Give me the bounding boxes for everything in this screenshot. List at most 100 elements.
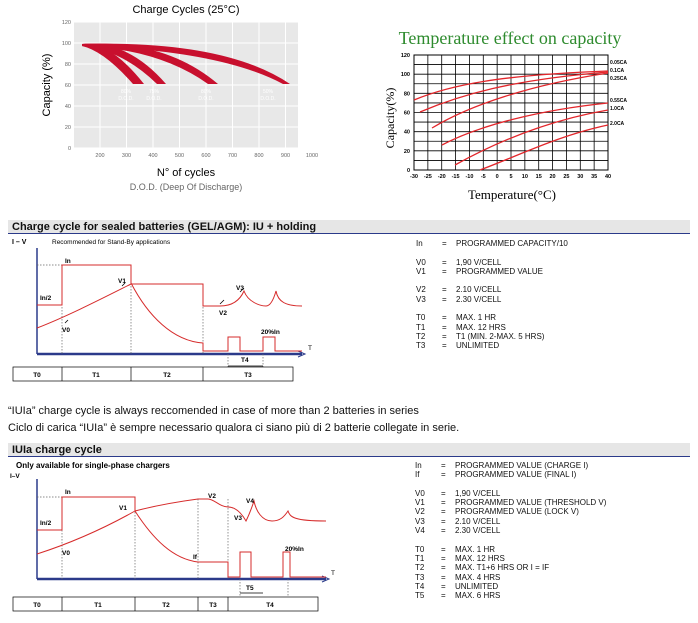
cc-band-label: 50% [263,89,274,95]
charge-cycles-xlabel-sub: D.O.D. (Deep Of Discharge) [130,182,243,192]
legend-eq [442,248,456,257]
legend-eq [442,276,456,285]
legend-row [415,535,606,544]
cc-band-label: 75% [149,89,160,95]
s1-phase-t2: T2 [163,372,171,379]
cc-xtick: 800 [254,153,263,159]
s2-voltage-curve [36,510,136,555]
s2-label-pct: 20%In [285,546,304,553]
tc-series-label: 2.0CA [610,121,625,127]
s2-phase-t2: T2 [162,602,170,609]
legend-key: V0 [415,488,425,498]
legend-eq: = [442,257,447,267]
s1-guides [37,264,264,372]
legend-row: V2 = 2.10 V/CELL [416,285,568,294]
s2-label-v2: V2 [208,493,216,500]
charge-cycles-chart: Charge Cycles (25°C) Capacity (%) 120 100… [41,4,318,192]
s1-label-t: T [308,345,312,352]
legend-row: V0 = 1,90 V/CELL [416,258,568,267]
legend-eq: = [441,526,446,536]
tc-xtick: 0 [496,174,499,180]
legend-value: MAX. 4 HRS [455,572,501,582]
tc-ytick: 120 [401,53,410,59]
charge-cycles-ylabel: Capacity (%) [41,54,53,117]
legend-eq: = [441,488,446,498]
legend-value: PROGRAMMED CAPACITY/10 [456,239,568,248]
legend-eq: = [442,239,447,248]
legend-eq: = [442,266,447,276]
cc-band-label: 80% [121,89,132,95]
legend-row [416,276,568,285]
tc-xtick: 15 [536,174,542,180]
s2-label-v1: V1 [119,505,127,512]
legend-key: V2 [415,507,425,517]
legend-row: V1 = PROGRAMMED VALUE [416,267,568,276]
legend-value: 1,90 V/CELL [455,488,501,498]
legend-eq: = [441,507,446,517]
legend-key: V2 [416,285,426,295]
tc-ytick: 100 [401,72,410,78]
s1-label-v0: V0 [62,327,70,334]
legend-value: 2.30 V/CELL [455,526,501,536]
legend-row: V2 = PROGRAMMED VALUE (LOCK V) [415,507,606,516]
s2-current-curve [37,496,326,578]
s2-phase-t4: T4 [266,602,274,609]
legend-eq: = [442,294,447,304]
legend-value: MAX. 1 HR [456,313,497,323]
s1-voltage-hold [131,283,303,307]
tc-xtick: 20 [550,174,556,180]
legend-eq: = [441,544,446,554]
section1-header: Charge cycle for sealed batteries (GEL/A… [8,220,690,234]
tc-curve-4 [454,109,609,166]
tc-xtick: 25 [563,174,569,180]
s2-label-v4: V4 [246,498,254,505]
legend-eq: = [441,470,446,480]
s2-label-t5: T5 [246,585,254,592]
charge-cycles-xlabel: N° of cycles [157,167,216,179]
s2-label-in2: In/2 [40,520,52,527]
legend-value: 2.30 V/CELL [456,294,502,304]
legend-row: T2 = T1 (MIN. 2-MAX. 5 HRS) [416,332,568,341]
legend-eq [441,480,455,489]
tc-series-label: 0.05CA [610,60,627,66]
legend-key [416,304,442,313]
legend-key [415,535,441,544]
legend-row: In = PROGRAMMED VALUE (CHARGE I) [415,461,606,470]
cc-xtick: 400 [148,153,157,159]
s2-label-v3: V3 [234,515,242,522]
legend-value: MAX. 6 HRS [455,591,501,601]
s1-label-v1: V1 [118,278,126,285]
legend-key: V0 [416,257,426,267]
cc-xtick: 600 [201,153,210,159]
tc-ytick: 80 [404,91,410,97]
tc-xtick: 10 [522,174,528,180]
legend-key: T4 [415,581,425,591]
legend-key: T2 [415,563,425,573]
legend-value: MAX. T1+6 HRS OR I = IF [455,563,550,573]
legend-key [416,276,442,285]
legend-row: T3 = MAX. 4 HRS [415,573,606,582]
legend-value: PROGRAMMED VALUE (LOCK V) [455,507,579,517]
cc-ytick: 20 [65,125,71,131]
legend-key: T5 [415,591,425,601]
legend-eq: = [441,563,446,573]
legend-key: T3 [416,341,426,351]
legend-row: T2 = MAX. T1+6 HRS OR I = IF [415,563,606,572]
legend-key: T0 [416,313,426,323]
cc-band-sub: D.O.D. [146,96,161,102]
tc-ytick: 20 [404,149,410,155]
cc-ytick: 100 [62,41,71,47]
legend-row: If = PROGRAMMED VALUE (FINAL I) [415,470,606,479]
legend-eq: = [441,591,446,601]
tc-ytick: 0 [407,168,410,174]
section1-diagram: I – V Recommended for Stand-By applicati… [12,239,312,382]
legend-key: If [415,470,420,480]
charge-cycles-bands [82,43,290,84]
legend-row: V3 = 2.10 V/CELL [415,517,606,526]
tc-series-label: 0.25CA [610,76,627,82]
legend-key: V1 [415,498,425,508]
tc-xtick: -10 [465,174,473,180]
legend-eq: = [442,331,447,341]
s2-phase-t0: T0 [33,602,41,609]
legend-key: In [416,239,423,248]
